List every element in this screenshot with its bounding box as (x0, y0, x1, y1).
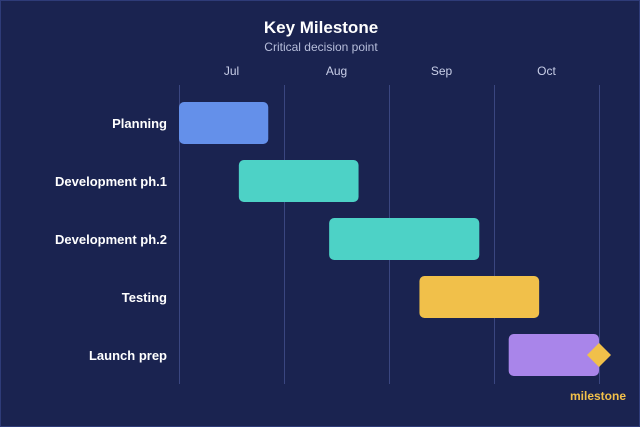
x-tick-label: Jul (224, 64, 239, 78)
x-tick-label: Oct (537, 64, 556, 78)
milestone-label: milestone (570, 389, 626, 403)
task-label: Launch prep (89, 348, 167, 363)
task-bar (238, 160, 359, 202)
task-labels: Planning Development ph.1 Development ph.2… (55, 116, 167, 363)
task-bar (419, 276, 540, 318)
milestone-group: milestone (570, 343, 626, 403)
x-tick-label: Aug (326, 64, 347, 78)
milestone-diamond (587, 343, 611, 367)
task-label: Testing (122, 290, 167, 305)
task-bar (329, 218, 480, 260)
task-label: Development ph.2 (55, 232, 167, 247)
chart-subtitle: Critical decision point (264, 40, 378, 54)
chart-title: Key Milestone (264, 18, 378, 37)
task-label: Development ph.1 (55, 174, 167, 189)
x-axis-ticks: Jul Aug Sep Oct (224, 64, 557, 78)
x-tick-label: Sep (431, 64, 453, 78)
task-label: Planning (112, 116, 167, 131)
task-bar (179, 102, 269, 144)
task-bar (508, 334, 599, 376)
task-bars (179, 102, 599, 376)
